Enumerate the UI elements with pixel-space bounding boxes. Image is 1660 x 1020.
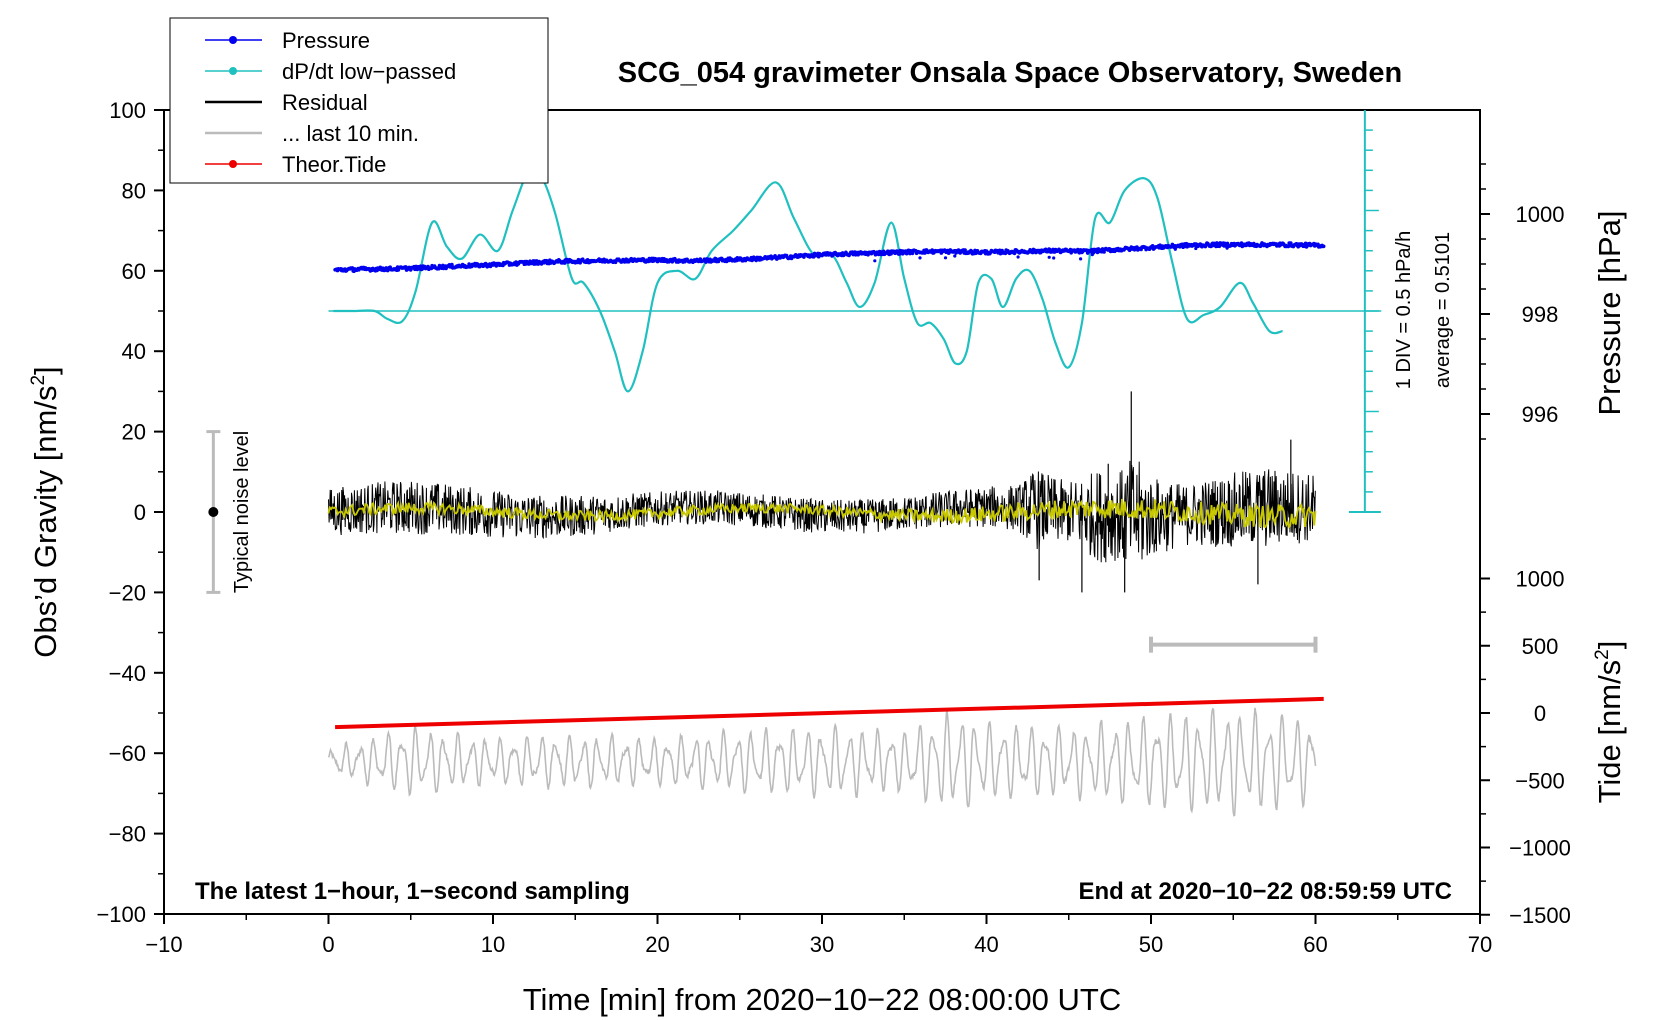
- tide-tick-label: 1000: [1516, 567, 1565, 592]
- legend-label: dP/dt low−passed: [282, 59, 456, 84]
- x-tick-label: −10: [145, 932, 182, 957]
- pressure-point: [918, 256, 922, 260]
- y-tick-label: −20: [109, 580, 146, 605]
- pressure-tick-label: 996: [1522, 402, 1559, 427]
- pressure-tick-label: 998: [1522, 302, 1559, 327]
- pressure-point: [1289, 241, 1293, 245]
- pressure-point: [1090, 253, 1094, 257]
- legend-label: ... last 10 min.: [282, 121, 419, 146]
- y-axis-pressure: 996 998 1000: [1480, 163, 1565, 440]
- pressure-point: [1052, 256, 1056, 260]
- pressure-tick-label: 1000: [1516, 202, 1565, 227]
- y-axis-left-title: Obs’d Gravity [nm/s2]: [28, 366, 63, 657]
- pressure-point: [1321, 244, 1326, 249]
- x-axis: −10 0 10 20 30 40 50 60 70: [145, 914, 1492, 957]
- x-tick-label: 40: [974, 932, 998, 957]
- tide-title-main: Tide [nm/s: [1592, 660, 1627, 804]
- y-tick-label: 0: [134, 500, 146, 525]
- y-axis-tide-title: Tide [nm/s2]: [1592, 641, 1627, 804]
- legend-box: [169, 17, 549, 184]
- y-tick-label: −100: [96, 902, 146, 927]
- pressure-point: [943, 256, 948, 260]
- y-tick-label: 60: [122, 259, 146, 284]
- legend-swatch-marker: [229, 67, 237, 75]
- series-dpdt: [333, 167, 1283, 393]
- x-tick-label: 30: [810, 932, 834, 957]
- series-pressure: [333, 241, 1326, 274]
- legend-label: Theor.Tide: [282, 152, 386, 177]
- pressure-point: [1225, 246, 1229, 250]
- series-tide: [335, 696, 1324, 730]
- x-tick-label: 50: [1139, 932, 1163, 957]
- y-tick-label: 40: [122, 339, 146, 364]
- pressure-point: [1217, 244, 1222, 249]
- tide-title-end: ]: [1592, 641, 1627, 650]
- legend-label: Pressure: [282, 28, 370, 53]
- pressure-point: [1194, 246, 1198, 251]
- pressure-point: [450, 262, 454, 267]
- x-tick-label: 10: [481, 932, 505, 957]
- legend-label: Residual: [282, 90, 368, 115]
- y-left-title-sup: 2: [28, 375, 49, 386]
- pressure-point: [1173, 247, 1177, 251]
- pressure-point: [953, 254, 957, 258]
- y-tick-label: 80: [122, 178, 146, 203]
- tide-title-sup: 2: [1592, 649, 1613, 660]
- legend-swatch-marker: [229, 160, 237, 168]
- tide-tick-label: 500: [1522, 634, 1559, 659]
- pressure-point: [1102, 250, 1106, 254]
- pressure-point: [910, 251, 915, 256]
- y-tick-label: −80: [109, 822, 146, 847]
- y-tick-label: 100: [109, 98, 146, 123]
- annotation-bottom-right: End at 2020−10−22 08:59:59 UTC: [1078, 878, 1452, 905]
- series-residual-smoothed: [327, 498, 1317, 530]
- series-residual: [328, 460, 1316, 563]
- series-last-10-min: [327, 707, 1317, 817]
- y-tick-label: 20: [122, 420, 146, 445]
- y-axis-left: −100 −80 −60 −40 −20 0 20 40 60 80 100: [96, 98, 164, 927]
- pressure-point: [1079, 257, 1083, 261]
- legend-swatch-marker: [229, 36, 237, 44]
- y-tick-label: −40: [109, 661, 146, 686]
- x-tick-label: 60: [1303, 932, 1327, 957]
- scale-div-label: 1 DIV = 0.5 hPa/h: [1393, 231, 1415, 389]
- pressure-point: [1047, 255, 1051, 259]
- pressure-point: [1012, 251, 1017, 256]
- annotation-bottom-left: The latest 1−hour, 1−second sampling: [195, 878, 630, 905]
- tide-tick-label: −1000: [1509, 836, 1571, 861]
- series-layer: [327, 167, 1382, 817]
- y-left-title-end: ]: [28, 366, 63, 375]
- scale-avg-label: average = 0.5101: [1432, 232, 1454, 388]
- chart-title: SCG_054 gravimeter Onsala Space Observat…: [618, 57, 1402, 89]
- pressure-point: [562, 261, 567, 265]
- tide-tick-label: −500: [1515, 768, 1565, 793]
- y-axis-pressure-title: Pressure [hPa]: [1592, 210, 1627, 415]
- x-tick-label: 0: [322, 932, 334, 957]
- x-tick-label: 70: [1468, 932, 1492, 957]
- x-tick-label: 20: [645, 932, 669, 957]
- tide-tick-label: 0: [1534, 701, 1546, 726]
- pressure-point: [1016, 255, 1020, 259]
- y-left-title-main: Obs’d Gravity [nm/s: [28, 386, 63, 658]
- y-tick-label: −60: [109, 741, 146, 766]
- pressure-point: [704, 260, 708, 264]
- pressure-point: [873, 259, 877, 263]
- legend: Pressure dP/dt low−passed Residual ... last…: [169, 17, 549, 184]
- overlay-layer: [206, 110, 1381, 653]
- tide-tick-label: −1500: [1509, 903, 1571, 928]
- y-axis-tide: −1500 −1000 −500 0 500 1000: [1480, 567, 1571, 928]
- noise-level-label: Typical noise level: [231, 431, 253, 593]
- x-axis-title: Time [min] from 2020−10−22 08:00:00 UTC: [523, 982, 1122, 1017]
- noise-bar-center: [208, 507, 219, 517]
